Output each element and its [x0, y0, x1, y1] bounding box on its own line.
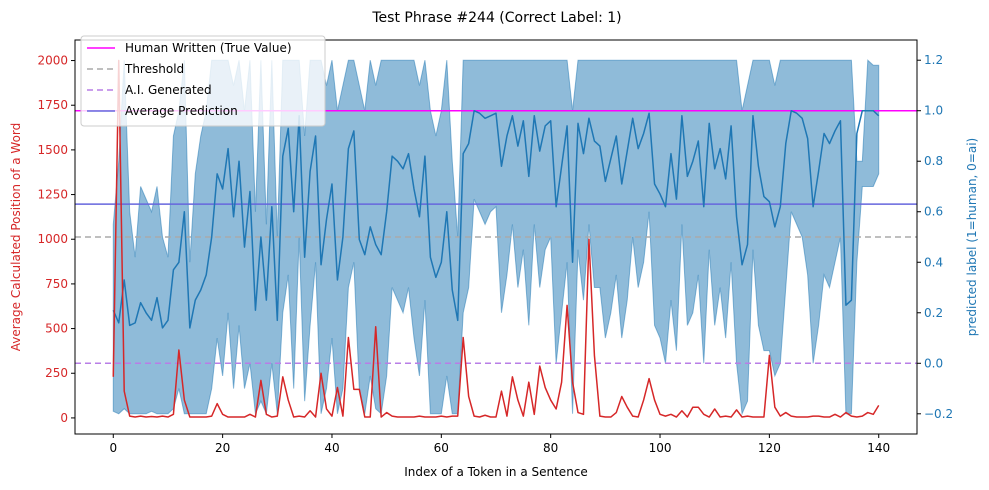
left-y-axis-ticks: 0 250 500 750 1000 1250 1500 1750 2000 [37, 54, 75, 425]
right-y-tick-label: 1.2 [924, 53, 943, 67]
right-y-tick-label: 0.4 [924, 255, 943, 269]
right-y-tick-label: 0.0 [924, 356, 943, 370]
word-position-line [112, 59, 880, 418]
right-y-axis-title: predicted label (1=human, 0=ai) [965, 138, 979, 337]
legend-label: Average Prediction [125, 104, 238, 118]
left-y-tick-label: 500 [45, 322, 68, 336]
x-tick-label: 120 [758, 441, 781, 455]
x-tick-label: 20 [215, 441, 230, 455]
legend-box [80, 35, 326, 127]
left-y-tick-label: 1000 [37, 232, 68, 246]
x-tick-label: 80 [543, 441, 558, 455]
left-y-tick-label: 0 [60, 411, 68, 425]
legend-label: Threshold [124, 62, 184, 76]
plot-frame [74, 39, 918, 435]
right-y-tick-label: 0.6 [924, 205, 943, 219]
series-lines [112, 59, 880, 418]
left-y-tick-label: 1500 [37, 143, 68, 157]
x-tick-label: 100 [649, 441, 672, 455]
right-y-tick-label: −0.2 [924, 407, 953, 421]
left-y-tick-label: 250 [45, 366, 68, 380]
right-y-tick-label: 0.2 [924, 306, 943, 320]
chart-title: Test Phrase #244 (Correct Label: 1) [371, 10, 621, 26]
left-y-tick-label: 2000 [37, 54, 68, 68]
left-y-tick-label: 1250 [37, 188, 68, 202]
predicted-label-line [112, 109, 880, 329]
x-tick-label: 40 [324, 441, 339, 455]
legend-label: Human Written (True Value) [125, 41, 292, 55]
left-y-axis-title: Average Calculated Position of a Word [9, 123, 23, 352]
left-y-tick-label: 750 [45, 277, 68, 291]
right-y-tick-label: 0.8 [924, 154, 943, 168]
x-tick-label: 0 [109, 441, 117, 455]
right-y-tick-label: 1.0 [924, 104, 943, 118]
x-axis-title: Index of a Token in a Sentence [404, 465, 588, 479]
x-tick-label: 60 [434, 441, 449, 455]
left-y-tick-label: 1750 [37, 98, 68, 112]
x-axis-ticks: 0 20 40 60 80 100 120 140 [109, 434, 890, 455]
legend-label: A.I. Generated [125, 83, 212, 97]
x-tick-label: 140 [867, 441, 890, 455]
reference-lines [75, 109, 917, 365]
right-y-axis-ticks: −0.2 0.0 0.2 0.4 0.6 0.8 1.0 1.2 [917, 53, 953, 421]
legend: Human Written (True Value) Threshold A.I. … [80, 35, 326, 127]
